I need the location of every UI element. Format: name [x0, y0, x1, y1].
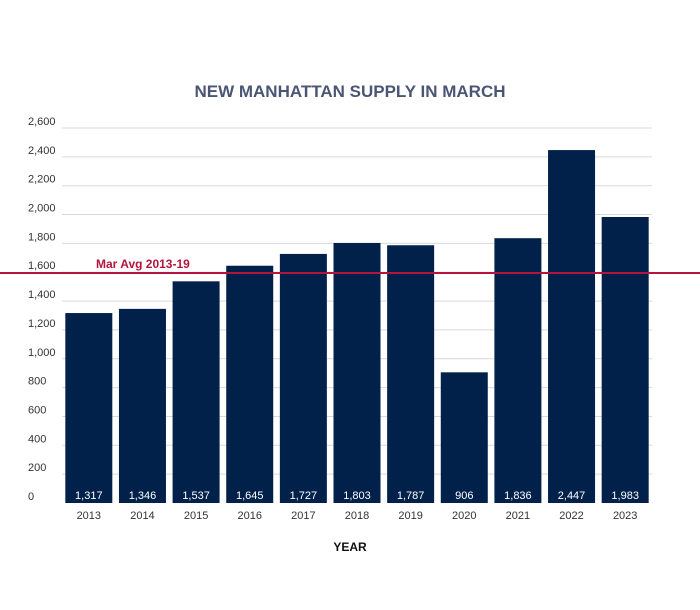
x-tick-label: 2016 — [237, 510, 261, 522]
bar-data-label: 906 — [455, 490, 473, 502]
y-tick-label: 2,600 — [28, 116, 56, 128]
y-tick-label: 1,000 — [28, 347, 56, 359]
bar-data-label: 1,836 — [504, 490, 532, 502]
x-tick-label: 2015 — [184, 510, 208, 522]
bar — [440, 372, 488, 503]
x-axis-label: YEAR — [333, 540, 367, 554]
y-tick-label: 1,600 — [28, 260, 56, 272]
x-tick-label: 2019 — [398, 510, 422, 522]
y-tick-label: 2,000 — [28, 203, 56, 215]
x-tick-label: 2014 — [130, 510, 154, 522]
bar-data-label: 1,803 — [343, 490, 371, 502]
x-tick-label: 2023 — [613, 510, 637, 522]
bar — [387, 245, 435, 503]
bar-data-label: 1,983 — [611, 490, 639, 502]
bar-data-label: 1,317 — [75, 490, 103, 502]
bar — [494, 238, 542, 503]
bar — [172, 281, 220, 503]
bar — [226, 265, 274, 503]
y-tick-label: 400 — [28, 433, 46, 445]
bars: 1,317 1,346 1,537 1,645 1,727 1,803 1,787 906 1,… — [65, 150, 649, 504]
y-tick-label: 600 — [28, 404, 46, 416]
y-tick-label: 0 — [28, 491, 34, 503]
x-tick-label: 2021 — [506, 510, 530, 522]
bar — [333, 242, 381, 504]
bar-data-label: 1,537 — [182, 490, 210, 502]
bar — [65, 313, 113, 503]
bar-data-label: 1,727 — [290, 490, 318, 502]
x-tick-label: 2013 — [77, 510, 101, 522]
x-tick-label: 2022 — [559, 510, 583, 522]
y-axis-ticks: 0 200 400 600 800 1,000 1,200 1,400 1,600 1,800 2,… — [28, 116, 56, 503]
y-tick-label: 2,200 — [28, 174, 56, 186]
x-tick-label: 2020 — [452, 510, 476, 522]
y-tick-label: 200 — [28, 462, 46, 474]
bar-data-label: 1,645 — [236, 490, 264, 502]
bar — [118, 308, 166, 503]
bar-data-label: 1,787 — [397, 490, 425, 502]
bar — [601, 216, 649, 503]
bar — [279, 253, 327, 503]
bar — [548, 150, 596, 503]
y-tick-label: 1,200 — [28, 318, 56, 330]
x-tick-label: 2017 — [291, 510, 315, 522]
x-tick-label: 2018 — [345, 510, 369, 522]
reference-line-group: Mar Avg 2013-19 — [0, 257, 700, 274]
reference-line-label: Mar Avg 2013-19 — [96, 257, 190, 271]
y-tick-label: 800 — [28, 376, 46, 388]
bar-data-label: 1,346 — [129, 490, 157, 502]
y-tick-label: 1,800 — [28, 231, 56, 243]
y-tick-label: 1,400 — [28, 289, 56, 301]
y-tick-label: 2,400 — [28, 145, 56, 157]
chart-title: NEW MANHATTAN SUPPLY IN MARCH — [194, 82, 505, 101]
x-axis-ticks: 2013 2014 2015 2016 2017 2018 2019 2020 2021 2022… — [77, 510, 638, 522]
bar-data-label: 2,447 — [558, 490, 586, 502]
